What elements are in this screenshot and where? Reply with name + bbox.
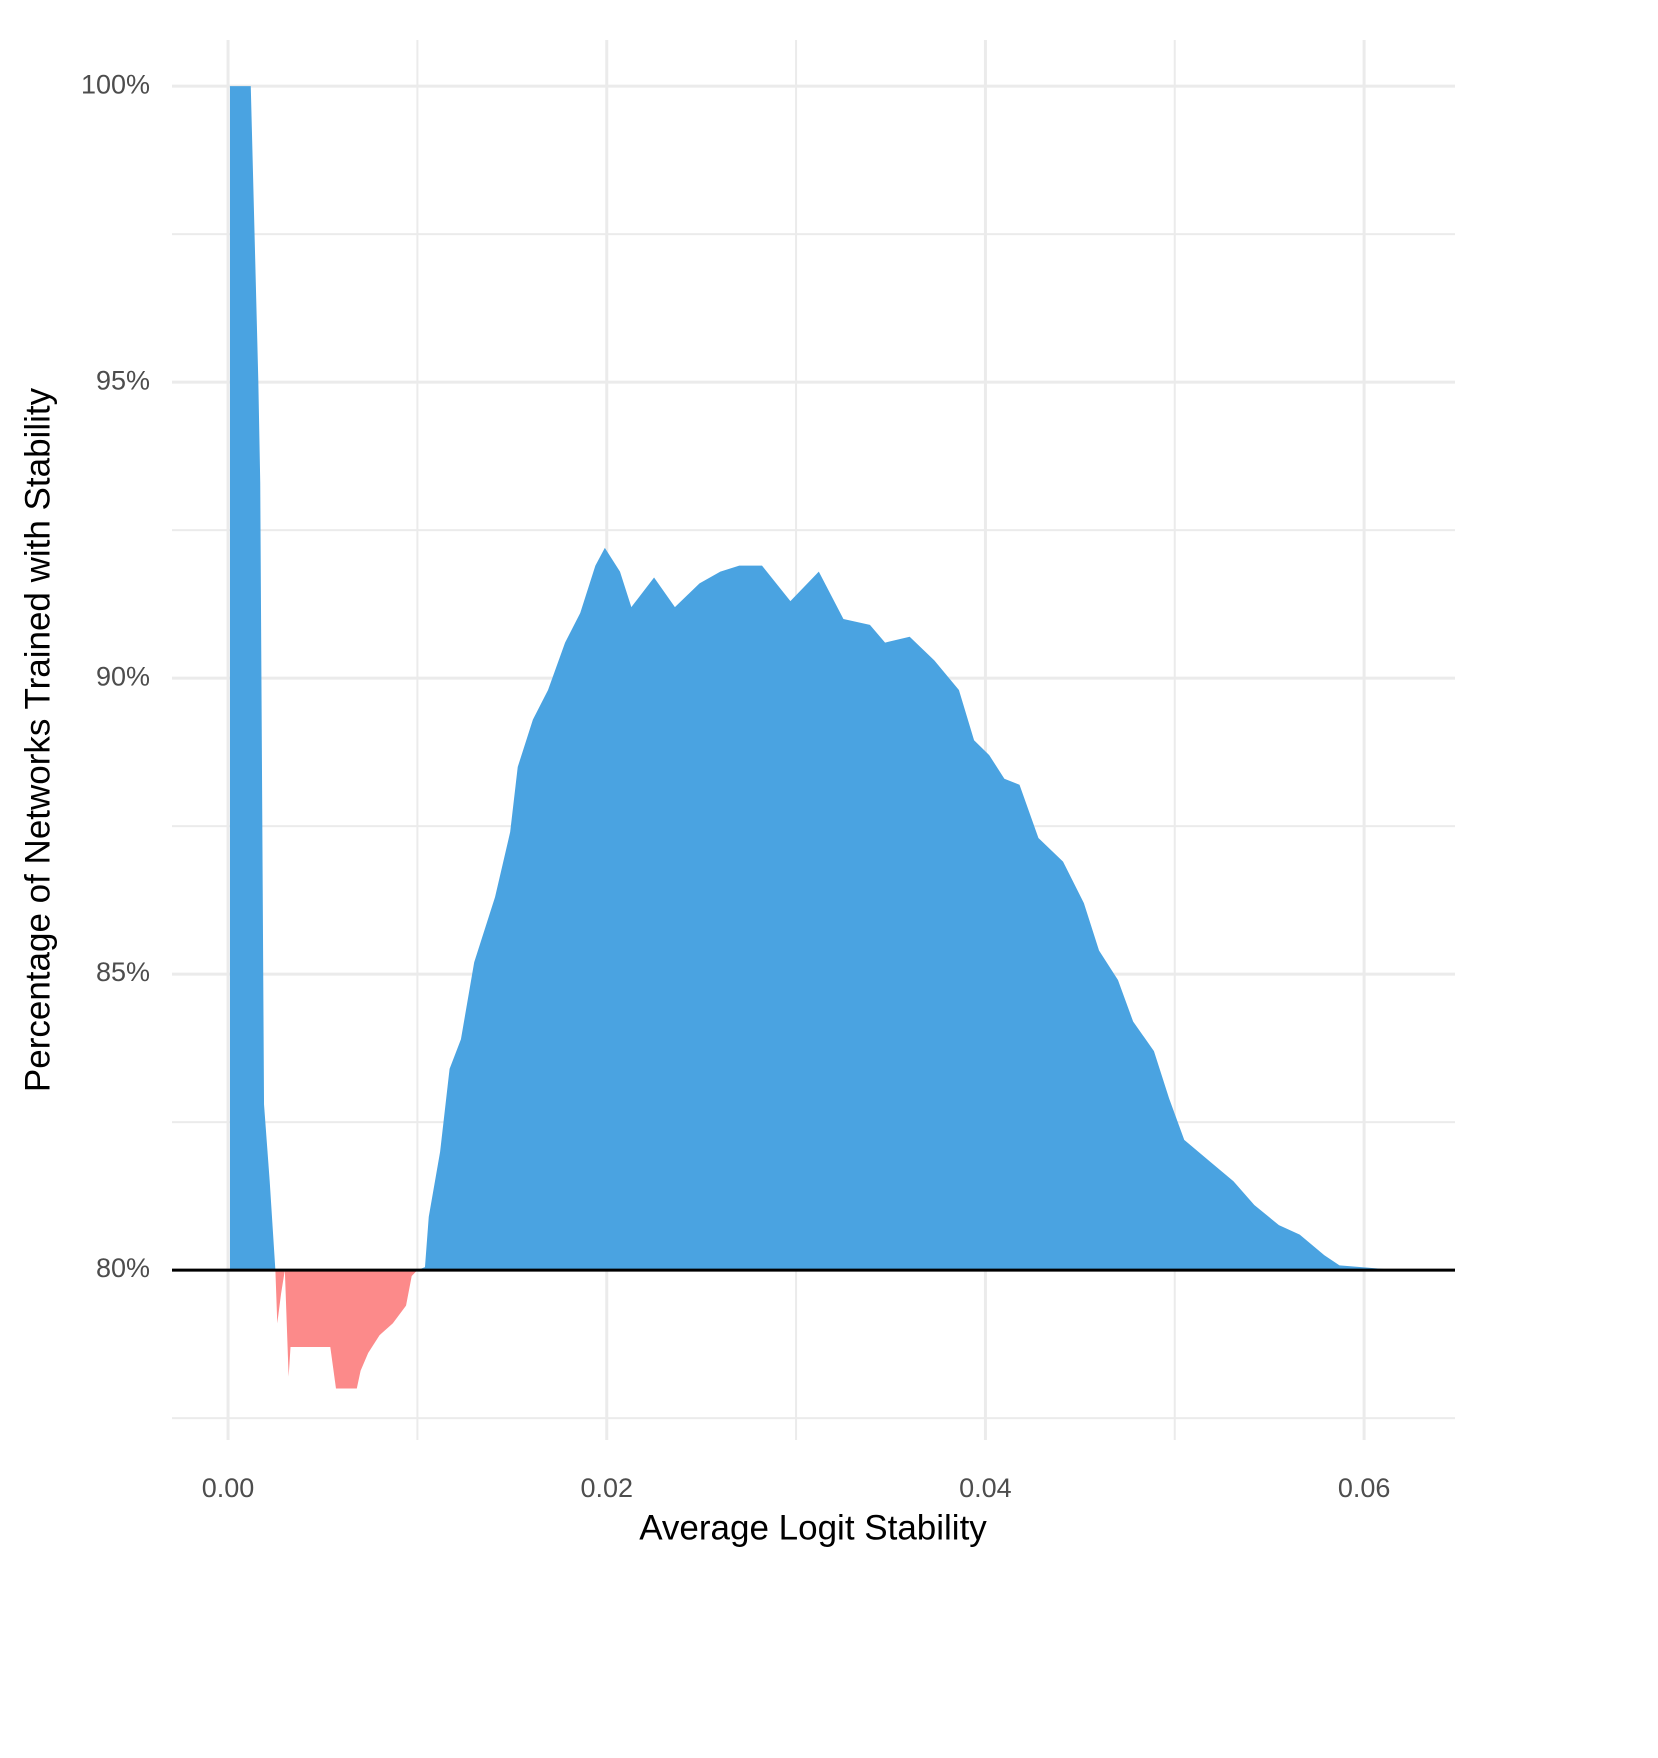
- y-tick-label: 80%: [96, 1253, 150, 1283]
- x-tick-label: 0.00: [202, 1473, 255, 1503]
- x-tick-label: 0.04: [959, 1473, 1012, 1503]
- area-above: [229, 86, 1399, 1271]
- y-tick-label: 100%: [81, 69, 150, 99]
- y-tick-label: 95%: [96, 365, 150, 395]
- x-tick-label: 0.06: [1338, 1473, 1391, 1503]
- area-below: [229, 1270, 1399, 1389]
- y-axis-title: Percentage of Networks Trained with Stab…: [18, 387, 57, 1092]
- x-tick-label: 0.02: [580, 1473, 633, 1503]
- y-tick-label: 90%: [96, 661, 150, 691]
- y-tick-label: 85%: [96, 957, 150, 987]
- x-axis-title: Average Logit Stability: [639, 1508, 987, 1547]
